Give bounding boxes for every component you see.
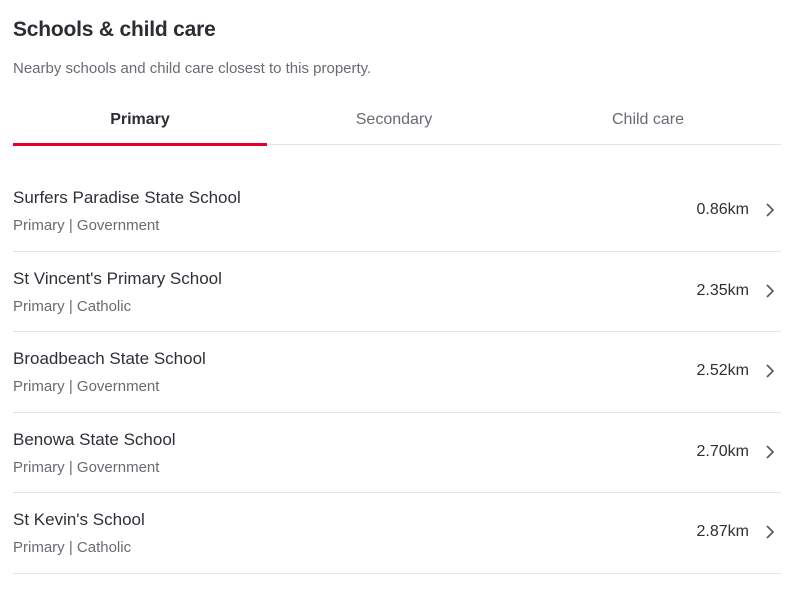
school-meta: Primary | Government	[13, 458, 160, 476]
school-distance: 0.86km	[696, 201, 749, 218]
school-name: St Kevin's School	[13, 510, 145, 529]
school-distance: 2.70km	[696, 442, 749, 460]
school-name: St Vincent's Primary School	[13, 268, 222, 288]
school-distance: 2.35km	[696, 281, 749, 299]
school-row[interactable]: Surfers Paradise State School Primary | …	[13, 171, 781, 252]
chevron-right-icon	[766, 444, 775, 459]
school-row[interactable]: Broadbeach State School Primary | Govern…	[13, 332, 781, 413]
chevron-right-icon	[766, 283, 775, 298]
chevron-right-icon	[766, 364, 775, 378]
school-name: Surfers Paradise State School	[13, 188, 241, 207]
tab-secondary[interactable]: Secondary	[355, 111, 433, 128]
school-name: Broadbeach State School	[13, 349, 206, 368]
chevron-right-icon	[766, 203, 775, 217]
section-subtitle: Nearby schools and child care closest to…	[13, 60, 372, 77]
school-type-tabs: Primary Secondary Child care	[13, 95, 781, 146]
school-distance: 2.87km	[696, 523, 749, 540]
school-row[interactable]: Benowa State School Primary | Government…	[13, 413, 781, 493]
school-meta: Primary | Catholic	[13, 539, 132, 556]
tab-child-care[interactable]: Child care	[611, 111, 685, 128]
section-title: Schools & child care	[13, 18, 216, 41]
chevron-right-icon	[766, 525, 775, 539]
school-meta: Primary | Catholic	[13, 297, 132, 315]
school-name: Benowa State School	[13, 429, 176, 449]
school-meta: Primary | Government	[13, 217, 160, 234]
school-row[interactable]: St Vincent's Primary School Primary | Ca…	[13, 252, 781, 332]
tab-primary[interactable]: Primary	[13, 95, 267, 146]
school-list: Surfers Paradise State School Primary | …	[13, 171, 781, 574]
school-meta: Primary | Government	[13, 378, 160, 395]
school-distance: 2.52km	[696, 362, 749, 379]
school-row[interactable]: St Kevin's School Primary | Catholic 2.8…	[13, 493, 781, 574]
